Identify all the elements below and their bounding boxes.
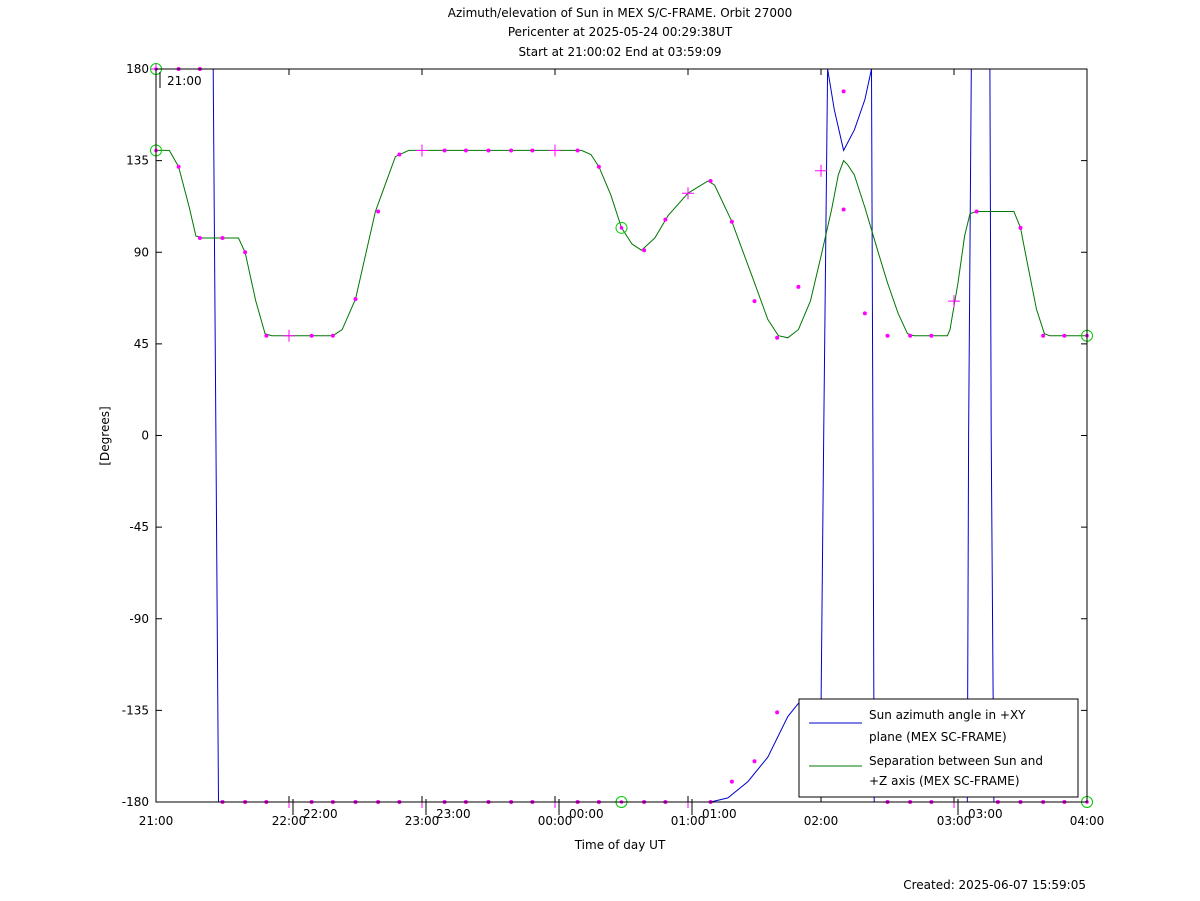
hour-plus-marker (416, 144, 428, 157)
data-point-marker (220, 235, 225, 240)
legend-label-separation-2: +Z axis (MEX SC-FRAME) (869, 774, 1020, 788)
hour-plus-marker (815, 164, 827, 177)
legend-box (798, 698, 1079, 798)
data-point-marker (1062, 333, 1067, 338)
data-point-marker (862, 311, 867, 316)
y-tick-label: -180 (122, 795, 149, 809)
data-point-marker (708, 178, 713, 183)
legend-label-azimuth-1: Sun azimuth angle in +XY (869, 708, 1026, 722)
data-point-marker (530, 148, 535, 153)
x-axis: 21:00 22:00 23:00 00:00 01:00 02:00 03:00 04:00 (139, 69, 1105, 828)
x-tick-label: 00:00 (538, 814, 573, 828)
chart-title: Azimuth/elevation of Sun in MEX S/C-FRAM… (448, 6, 793, 59)
hour-plus-marker (283, 329, 295, 342)
data-point-marker (197, 235, 202, 240)
data-point-marker (929, 333, 934, 338)
data-point-marker (176, 164, 181, 169)
y-tick-label: -90 (129, 612, 149, 626)
event-circle-center (619, 226, 624, 230)
data-point-marker (841, 89, 846, 94)
hour-mark-label: 21:00 (167, 74, 202, 88)
x-tick-label: 02:00 (804, 814, 839, 828)
x-tick-label: 21:00 (139, 814, 174, 828)
data-point-marker (486, 148, 491, 153)
x-tick-label: 04:00 (1070, 814, 1105, 828)
data-point-marker (509, 148, 514, 153)
y-tick-label: 135 (126, 154, 149, 168)
data-point-marker (1041, 333, 1046, 338)
data-point-marker (974, 209, 979, 214)
data-point-marker (908, 333, 913, 338)
legend-label-separation-1: Separation between Sun and (869, 754, 1043, 768)
data-point-marker (353, 297, 358, 302)
data-point-marker (376, 209, 381, 214)
data-point-marker (1018, 225, 1023, 230)
data-point-marker (796, 284, 801, 289)
y-tick-label: -135 (122, 703, 149, 717)
plot-frame (155, 68, 1088, 803)
data-point-marker (752, 759, 757, 764)
y-tick-label: 45 (134, 337, 149, 351)
hour-mark-label: 23:00 (436, 807, 471, 821)
y-tick-label: 90 (134, 245, 149, 259)
y-tick-label: -45 (129, 520, 149, 534)
y-tick-label: 0 (141, 429, 149, 443)
created-timestamp: Created: 2025-06-07 15:59:05 (903, 878, 1086, 892)
data-point-marker (663, 217, 668, 222)
plot-area: 21:00 22:00 23:00 00:00 01:00 02:00 03:00 04:00… (122, 62, 1105, 828)
data-point-marker (243, 250, 248, 255)
hour-plus-marker (948, 295, 960, 308)
data-point-marker (575, 148, 580, 153)
data-point-marker (775, 335, 780, 340)
hour-marks: 21:00 22:00 23:00 00:00 01:00 03:00 (159, 72, 1003, 821)
data-point-marker (841, 207, 846, 212)
legend: Sun azimuth angle in +XY plane (MEX SC-F… (798, 698, 1079, 798)
title-line-2: Pericenter at 2025-05-24 00:29:38UT (508, 25, 733, 39)
hour-mark-label: 03:00 (968, 807, 1003, 821)
data-point-marker (885, 333, 890, 338)
data-point-marker (729, 219, 734, 224)
data-point-marker (775, 710, 780, 715)
series-line-separation (156, 149, 1087, 339)
y-axis: 180 135 90 45 0 -45 -90 -135 -180 (122, 62, 1087, 809)
hour-mark-label: 01:00 (702, 807, 737, 821)
x-tick-label: 01:00 (671, 814, 706, 828)
title-line-1: Azimuth/elevation of Sun in MEX S/C-FRAM… (448, 6, 793, 20)
data-point-marker (463, 148, 468, 153)
series-layer (156, 69, 1087, 802)
data-point-marker (596, 164, 601, 169)
hour-mark-label: 00:00 (569, 807, 604, 821)
x-tick-label: 23:00 (405, 814, 440, 828)
hour-mark-label: 22:00 (303, 807, 338, 821)
event-circle-marker (615, 221, 628, 234)
data-point-marker (264, 333, 269, 338)
x-tick-label: 03:00 (937, 814, 972, 828)
series-line-azimuth (156, 69, 1087, 802)
marker-layer (150, 63, 1093, 808)
data-point-marker (397, 152, 402, 157)
data-point-marker (729, 779, 734, 784)
data-point-marker (309, 333, 314, 338)
data-point-marker (642, 248, 647, 253)
data-point-marker (752, 299, 757, 304)
y-tick-label: 180 (126, 62, 149, 76)
legend-label-azimuth-2: plane (MEX SC-FRAME) (869, 730, 1007, 744)
hour-plus-marker (682, 187, 694, 200)
x-tick-label: 22:00 (272, 814, 307, 828)
x-axis-label: Time of day UT (574, 838, 666, 852)
data-point-marker (442, 148, 447, 153)
title-line-3: Start at 21:00:02 End at 03:59:09 (518, 45, 721, 59)
data-point-marker (330, 333, 335, 338)
y-axis-label: [Degrees] (98, 406, 112, 465)
hour-plus-marker (549, 144, 561, 157)
